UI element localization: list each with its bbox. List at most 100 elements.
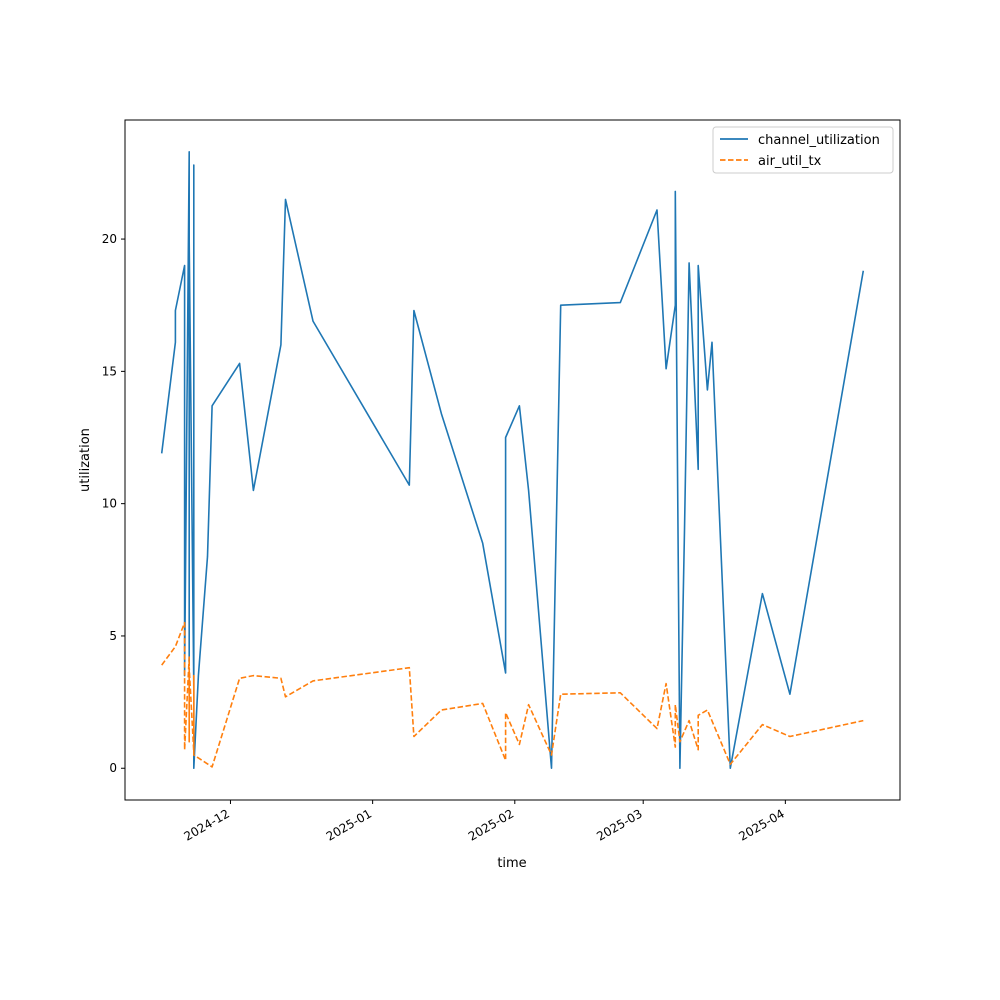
plot-area [124,119,901,801]
data-point-air-util-tx-23 [528,704,530,706]
data-point-air-util-tx-25 [560,693,562,695]
data-point-air-util-tx-31 [679,741,681,743]
data-point-channel-utilization-23 [482,542,484,544]
data-point-air-util-tx-35 [707,709,709,711]
data-point-channel-utilization-28 [551,767,553,769]
data-point-air-util-tx-1 [175,646,177,648]
data-point-channel-utilization-26 [519,405,521,407]
y-tick-label: 20 [102,232,117,246]
data-point-air-util-tx-8 [193,675,195,677]
data-point-air-util-tx-2 [184,622,186,624]
data-point-air-util-tx-22 [519,744,521,746]
data-point-channel-utilization-0 [161,453,163,455]
y-axis-label: utilization [78,428,93,492]
legend-label-channel-utilization: channel_utilization [758,133,880,148]
legend-box [712,126,894,174]
data-point-channel-utilization-7 [188,241,190,243]
data-point-channel-utilization-19 [312,320,314,322]
data-point-channel-utilization-44 [789,693,791,695]
data-point-air-util-tx-4 [188,656,190,658]
data-point-channel-utilization-13 [207,556,209,558]
data-point-channel-utilization-40 [707,389,709,391]
data-point-channel-utilization-35 [679,767,681,769]
data-point-air-util-tx-19 [482,703,484,705]
data-point-air-util-tx-18 [441,709,443,711]
data-point-air-util-tx-29 [674,746,676,748]
y-tick-label: 5 [109,629,117,643]
data-point-air-util-tx-32 [688,720,690,722]
data-point-air-util-tx-9 [193,754,195,756]
x-axis-label: time [497,856,526,871]
data-point-channel-utilization-32 [665,368,667,370]
data-point-air-util-tx-0 [161,664,163,666]
x-tick-label: 2024-12 [182,806,232,843]
data-point-channel-utilization-2 [175,310,177,312]
data-point-channel-utilization-12 [198,675,200,677]
data-point-channel-utilization-27 [528,490,530,492]
data-point-channel-utilization-25 [505,437,507,439]
y-axis: 0 5 10 15 20 [102,232,125,775]
series-line-channel-utilization [160,151,865,769]
data-point-air-util-tx-13 [280,677,282,679]
data-point-air-util-tx-16 [408,667,410,669]
data-point-air-util-tx-38 [789,736,791,738]
data-point-channel-utilization-17 [280,344,282,346]
data-point-channel-utilization-38 [697,468,699,470]
series-layer [160,151,865,769]
data-point-air-util-tx-37 [762,724,764,726]
data-point-channel-utilization-36 [684,529,686,531]
data-point-air-util-tx-5 [188,741,190,743]
data-point-air-util-tx-11 [239,677,241,679]
data-point-channel-utilization-31 [656,209,658,211]
data-point-channel-utilization-14 [211,405,213,407]
data-point-channel-utilization-45 [862,270,864,272]
data-point-air-util-tx-33 [697,749,699,751]
data-point-channel-utilization-18 [285,199,287,201]
data-point-channel-utilization-1 [175,341,177,343]
data-point-air-util-tx-27 [656,728,658,730]
data-point-channel-utilization-43 [762,593,764,595]
series-line-air-util-tx [161,621,864,768]
data-point-channel-utilization-10 [193,164,195,166]
data-point-channel-utilization-20 [408,484,410,486]
data-point-air-util-tx-30 [674,704,676,706]
data-point-channel-utilization-29 [560,304,562,306]
data-point-channel-utilization-15 [239,363,241,365]
data-point-air-util-tx-24 [551,754,553,756]
data-point-air-util-tx-34 [697,714,699,716]
data-point-air-util-tx-21 [505,712,507,714]
data-point-channel-utilization-41 [711,341,713,343]
data-point-air-util-tx-28 [665,683,667,685]
data-point-channel-utilization-30 [619,302,621,304]
data-point-channel-utilization-22 [441,413,443,415]
legend: channel_utilization air_util_tx [712,126,894,174]
x-axis: 2024-12 2025-01 2025-02 2025-03 2025-04 [182,800,787,844]
legend-label-air-util-tx: air_util_tx [758,154,822,169]
y-tick-label: 0 [109,761,117,775]
data-point-air-util-tx-17 [413,736,415,738]
data-point-channel-utilization-21 [413,310,415,312]
data-point-air-util-tx-20 [505,759,507,761]
plot-frame [124,119,901,801]
x-tick-label: 2025-04 [736,806,786,843]
data-point-air-util-tx-39 [862,720,864,722]
data-point-channel-utilization-39 [697,265,699,267]
data-point-air-util-tx-3 [184,749,186,751]
data-point-air-util-tx-10 [211,766,213,768]
data-point-channel-utilization-11 [193,767,195,769]
y-tick-label: 10 [102,497,117,511]
data-point-channel-utilization-24 [505,672,507,674]
data-point-air-util-tx-26 [619,692,621,694]
data-point-channel-utilization-34 [674,191,676,193]
data-point-channel-utilization-37 [688,262,690,264]
data-point-air-util-tx-14 [285,696,287,698]
data-point-channel-utilization-16 [253,490,255,492]
data-point-air-util-tx-7 [193,752,195,754]
data-point-air-util-tx-12 [253,675,255,677]
data-point-air-util-tx-36 [729,763,731,765]
data-point-channel-utilization-5 [188,151,190,153]
data-point-channel-utilization-42 [729,767,731,769]
y-tick-label: 15 [102,364,117,378]
x-tick-label: 2025-03 [594,806,644,843]
